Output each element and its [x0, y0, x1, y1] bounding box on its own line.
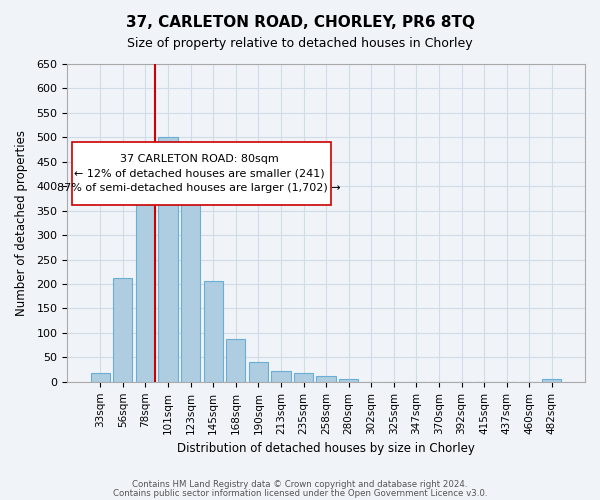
Bar	[271, 370, 290, 382]
Bar	[136, 166, 155, 382]
Text: Size of property relative to detached houses in Chorley: Size of property relative to detached ho…	[127, 38, 473, 51]
Text: 37 CARLETON ROAD: 80sqm
← 12% of detached houses are smaller (241)
87% of semi-d: 37 CARLETON ROAD: 80sqm ← 12% of detache…	[58, 154, 341, 194]
X-axis label: Distribution of detached houses by size in Chorley: Distribution of detached houses by size …	[177, 442, 475, 455]
FancyBboxPatch shape	[73, 142, 331, 206]
Text: 37, CARLETON ROAD, CHORLEY, PR6 8TQ: 37, CARLETON ROAD, CHORLEY, PR6 8TQ	[125, 15, 475, 30]
Bar	[158, 138, 178, 382]
Bar	[294, 373, 313, 382]
Bar	[339, 380, 358, 382]
Bar	[203, 280, 223, 382]
Bar	[91, 373, 110, 382]
Bar	[249, 362, 268, 382]
Bar	[113, 278, 133, 382]
Bar	[542, 380, 562, 382]
Text: Contains HM Land Registry data © Crown copyright and database right 2024.: Contains HM Land Registry data © Crown c…	[132, 480, 468, 489]
Text: Contains public sector information licensed under the Open Government Licence v3: Contains public sector information licen…	[113, 488, 487, 498]
Y-axis label: Number of detached properties: Number of detached properties	[15, 130, 28, 316]
Bar	[226, 339, 245, 382]
Bar	[181, 182, 200, 382]
Bar	[316, 376, 335, 382]
